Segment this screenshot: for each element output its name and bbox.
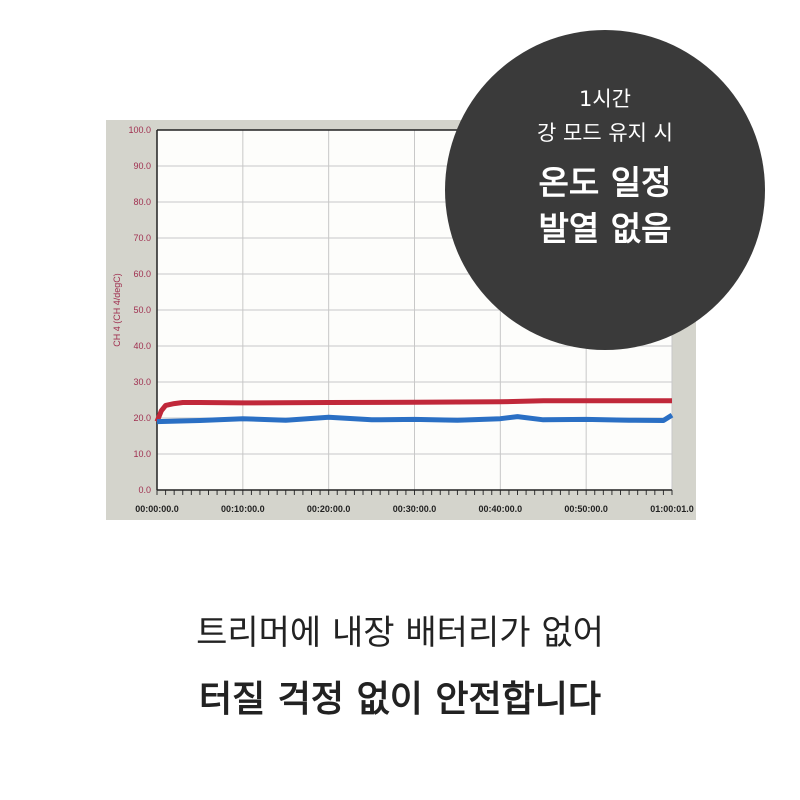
y-tick-label: 90.0: [133, 161, 151, 171]
badge-line1: 1시간: [578, 87, 631, 111]
y-tick-label: 40.0: [133, 341, 151, 351]
y-tick-label: 80.0: [133, 197, 151, 207]
y-tick-label: 0.0: [138, 485, 151, 495]
y-tick-label: 70.0: [133, 233, 151, 243]
series-line-0: [154, 398, 672, 423]
y-tick-label: 50.0: [133, 305, 151, 315]
y-tick-label: 30.0: [133, 377, 151, 387]
badge-line2: 강 모드 유지 시: [537, 121, 673, 145]
y-tick-label: 10.0: [133, 449, 151, 459]
badge-line4: 발열 없음: [538, 209, 672, 248]
y-axis-label: CH 4 (CH 4/degC): [112, 273, 122, 347]
badge-line3: 온도 일정: [538, 163, 672, 202]
series-line-1: [156, 412, 674, 425]
x-tick-label: 01:00:01.0: [650, 504, 694, 514]
y-tick-label: 20.0: [133, 413, 151, 423]
x-tick-label: 00:20:00.0: [307, 504, 351, 514]
y-tick-label: 100.0: [128, 125, 151, 135]
x-tick-label: 00:30:00.0: [393, 504, 437, 514]
x-tick-label: 00:40:00.0: [479, 504, 523, 514]
info-badge: 1시간 강 모드 유지 시 온도 일정 발열 없음: [445, 30, 765, 350]
caption-line2: 터질 걱정 없이 안전합니다: [199, 679, 601, 720]
y-tick-label: 60.0: [133, 269, 151, 279]
x-tick-label: 00:10:00.0: [221, 504, 265, 514]
x-tick-label: 00:00:00.0: [135, 504, 179, 514]
caption-line1: 트리머에 내장 배터리가 없어: [196, 613, 604, 653]
x-tick-label: 00:50:00.0: [564, 504, 608, 514]
